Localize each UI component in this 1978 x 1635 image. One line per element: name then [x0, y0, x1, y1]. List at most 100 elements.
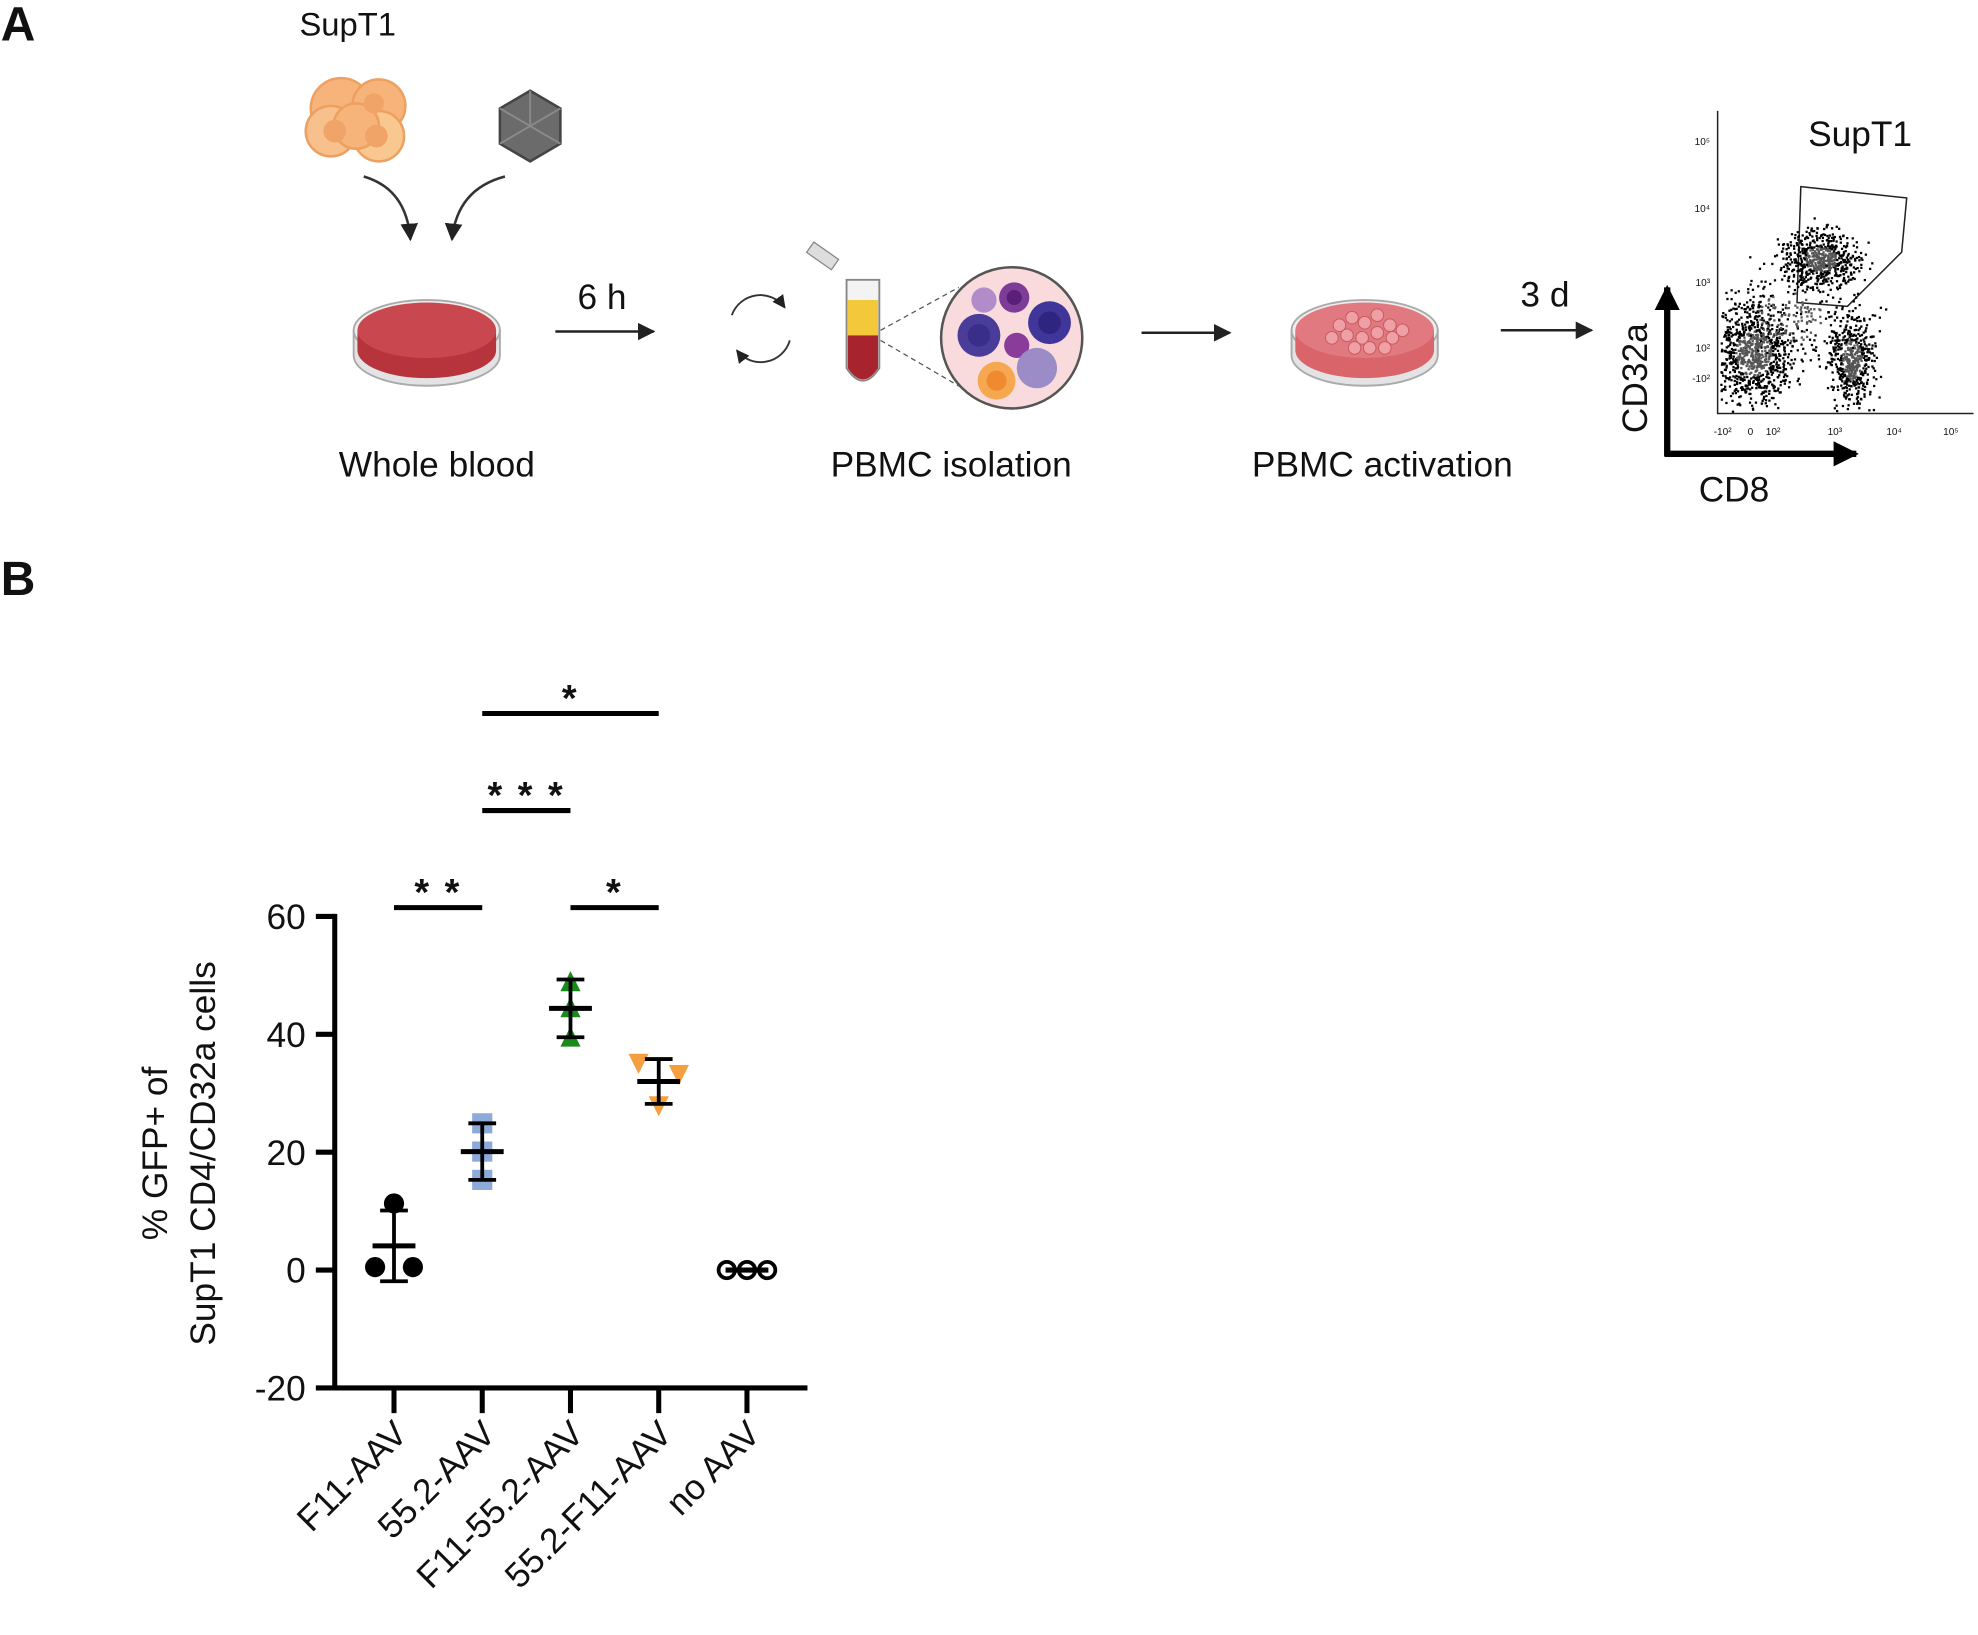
- flow-event: [1749, 283, 1752, 286]
- flow-event: [1772, 396, 1775, 400]
- flow-event: [1749, 315, 1752, 318]
- flow-event: [1840, 267, 1843, 270]
- flow-event: [1769, 332, 1772, 336]
- flow-event: [1775, 329, 1779, 332]
- flow-event: [1756, 315, 1759, 318]
- flow-event: [1853, 384, 1856, 387]
- flow-event: [1778, 354, 1781, 358]
- flow-event: [1847, 314, 1851, 317]
- flow-event: [1822, 233, 1825, 236]
- flow-event: [1757, 376, 1761, 379]
- flow-event: [1863, 385, 1867, 389]
- flow-event: [1805, 230, 1808, 233]
- flow-event: [1752, 357, 1755, 360]
- flow-event: [1800, 269, 1804, 273]
- flow-event: [1855, 296, 1858, 299]
- flow-event: [1743, 378, 1746, 382]
- flow-event: [1873, 384, 1876, 388]
- flow-event: [1829, 280, 1833, 283]
- flow-event: [1768, 389, 1771, 393]
- flow-event: [1856, 359, 1859, 362]
- flow-event: [1860, 325, 1863, 328]
- flow-event: [1809, 286, 1812, 290]
- flow-event: [1842, 316, 1845, 320]
- flow-event: [1749, 388, 1752, 391]
- supt1-cells: [304, 76, 407, 163]
- flow-event: [1835, 306, 1838, 309]
- flow-event: [1738, 371, 1741, 374]
- flow-event: [1810, 343, 1814, 347]
- flow-event: [1879, 306, 1883, 309]
- flow-event: [1857, 350, 1860, 353]
- flow-event: [1766, 327, 1769, 331]
- flow-event: [1808, 233, 1812, 237]
- flow-event: [1833, 262, 1836, 265]
- flow-event: [1765, 390, 1768, 393]
- flow-event: [1827, 283, 1830, 287]
- flow-event: [1731, 361, 1734, 365]
- flow-event: [1848, 373, 1851, 376]
- flow-event: [1828, 249, 1832, 253]
- flow-event: [1738, 353, 1742, 356]
- flow-event: [1793, 288, 1797, 292]
- flow-event: [1772, 295, 1775, 299]
- flow-event: [1872, 376, 1875, 379]
- flow-event: [1765, 387, 1768, 390]
- flow-event: [1756, 374, 1759, 377]
- flow-event: [1809, 268, 1812, 271]
- flow-event: [1763, 338, 1766, 342]
- flow-event: [1849, 256, 1852, 260]
- flow-event: [1800, 316, 1803, 319]
- flow-event: [1724, 385, 1727, 388]
- flow-event: [1846, 314, 1849, 317]
- flow-event: [1858, 402, 1861, 405]
- flow-event: [1748, 372, 1752, 375]
- flow-event: [1767, 306, 1770, 309]
- y-tick-label: 0: [286, 1252, 306, 1291]
- flow-event: [1755, 318, 1759, 321]
- flow-event: [1841, 380, 1844, 383]
- flow-event: [1840, 347, 1843, 350]
- flow-event: [1764, 399, 1768, 402]
- flow-event: [1847, 280, 1850, 283]
- flow-event: [1863, 395, 1866, 398]
- flow-event: [1724, 375, 1727, 378]
- flow-event: [1812, 288, 1815, 292]
- flow-event: [1823, 278, 1826, 281]
- flow-event: [1885, 308, 1888, 311]
- flow-event: [1793, 261, 1797, 264]
- flow-event: [1793, 251, 1797, 254]
- flow-event: [1728, 309, 1731, 312]
- flow-event: [1848, 330, 1851, 333]
- flow-event: [1835, 240, 1838, 243]
- flow-event: [1762, 319, 1765, 322]
- flow-events: [1720, 217, 1888, 413]
- flow-event: [1854, 357, 1857, 361]
- flow-event: [1867, 358, 1870, 361]
- flow-event: [1820, 248, 1823, 251]
- flow-event: [1860, 359, 1863, 363]
- flow-event: [1852, 244, 1855, 247]
- flow-event: [1823, 247, 1826, 250]
- flow-event: [1741, 326, 1745, 330]
- flow-event: [1841, 363, 1845, 366]
- flow-event: [1800, 319, 1803, 322]
- flow-event: [1768, 298, 1771, 301]
- flow-event: [1855, 367, 1858, 371]
- flow-event: [1786, 356, 1790, 359]
- flow-event: [1767, 381, 1770, 384]
- flow-event: [1771, 371, 1775, 374]
- flow-event: [1817, 250, 1821, 254]
- flow-event: [1828, 253, 1831, 256]
- flow-event: [1819, 234, 1823, 237]
- flow-event: [1756, 321, 1759, 324]
- flow-event: [1856, 402, 1859, 405]
- flow-event: [1805, 335, 1809, 338]
- flow-event: [1851, 255, 1855, 258]
- flow-event: [1746, 321, 1749, 324]
- flow-event: [1783, 360, 1786, 363]
- flow-event: [1828, 234, 1831, 237]
- flow-event: [1859, 251, 1863, 255]
- flow-event: [1735, 323, 1738, 326]
- flow-event: [1878, 330, 1882, 333]
